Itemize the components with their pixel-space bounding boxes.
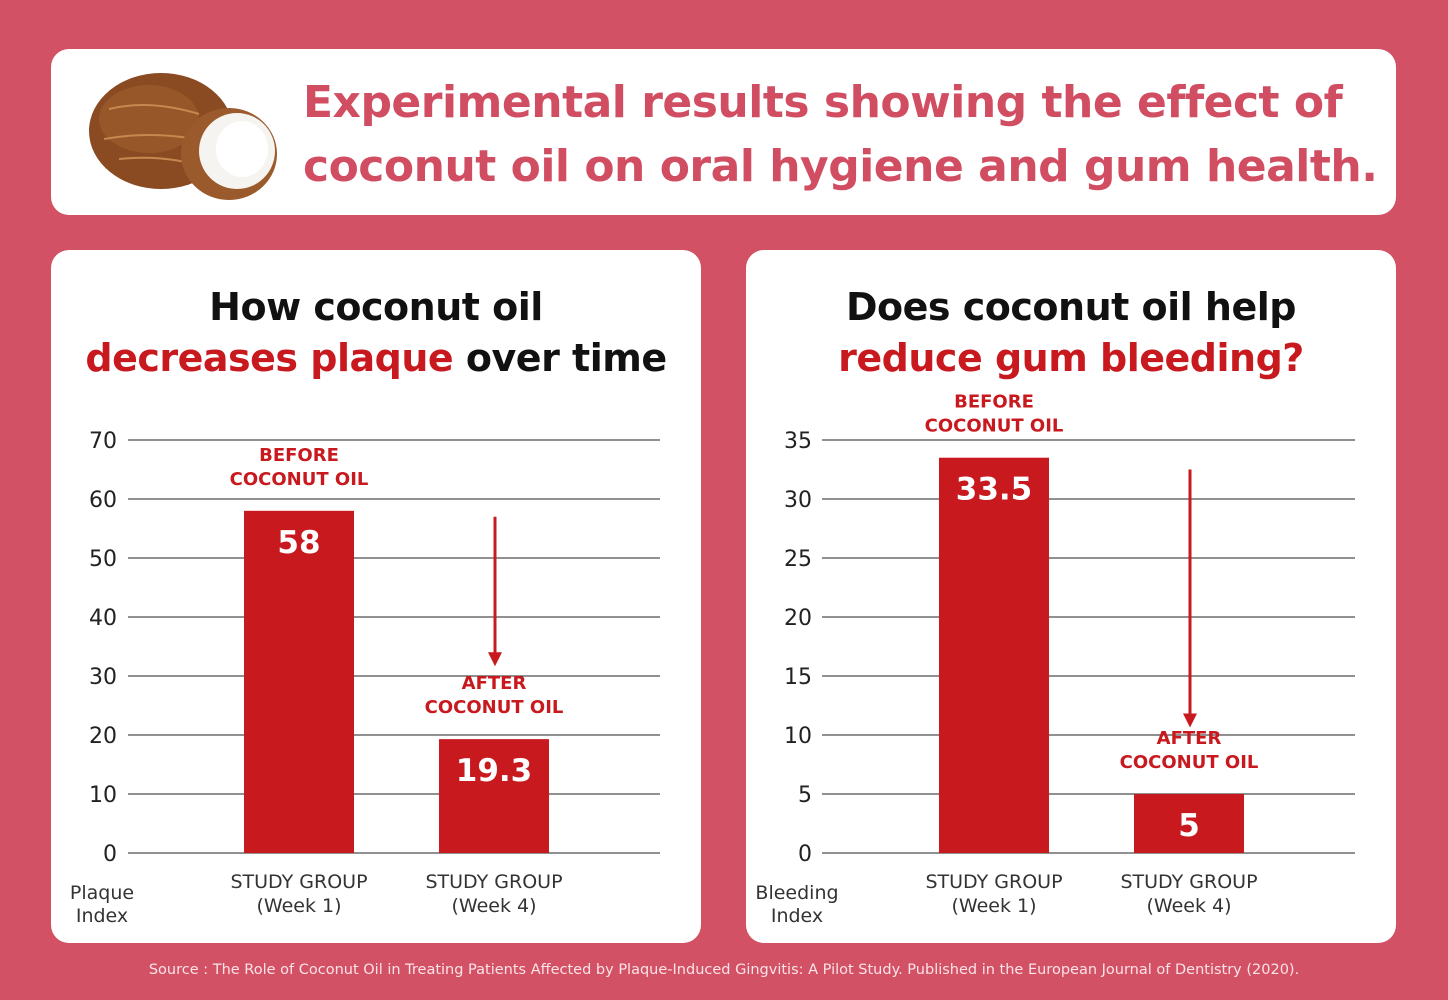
- bar-annotation: COCONUT OIL: [230, 469, 369, 490]
- bar-value-label: 5: [1178, 808, 1200, 844]
- y-tick-label: 20: [784, 606, 812, 631]
- bar-annotation: COCONUT OIL: [1120, 752, 1259, 773]
- title-line-2: coconut oil on oral hygiene and gum heal…: [303, 141, 1378, 192]
- bar: [244, 510, 354, 853]
- bar-annotation: COCONUT OIL: [425, 697, 564, 718]
- chart-title-line-1: How coconut oil: [209, 285, 543, 329]
- bar-annotation: AFTER: [462, 673, 527, 694]
- x-tick-label: STUDY GROUP: [230, 871, 367, 893]
- y-tick-label: 0: [103, 842, 117, 867]
- chart-title-rest: over time: [453, 336, 667, 380]
- bar: [939, 457, 1049, 853]
- x-tick-label: STUDY GROUP: [1120, 871, 1257, 893]
- chart-title-highlight: reduce gum bleeding?: [838, 336, 1304, 380]
- coconut-image: [89, 73, 277, 200]
- y-tick-label: 60: [89, 488, 117, 513]
- y-tick-label: 10: [89, 783, 117, 808]
- header-card: Experimental results showing the effect …: [51, 49, 1396, 215]
- y-tick-label: 50: [89, 547, 117, 572]
- bar-annotation: BEFORE: [259, 445, 339, 466]
- chart-title-highlight: decreases plaque: [85, 336, 454, 380]
- bar-value-label: 33.5: [956, 472, 1033, 508]
- y-tick-label: 70: [89, 429, 117, 454]
- bleeding-chart-panel: Does coconut oil help reduce gum bleedin…: [746, 250, 1396, 943]
- page-title: Experimental results showing the effect …: [303, 71, 1383, 199]
- arrow-head-icon: [1183, 713, 1197, 728]
- y-tick-label: 5: [798, 783, 812, 808]
- y-tick-label: 0: [798, 842, 812, 867]
- y-tick-label: 10: [784, 724, 812, 749]
- chart-title: How coconut oil decreases plaque over ti…: [51, 282, 701, 384]
- source-citation: Source : The Role of Coconut Oil in Trea…: [148, 962, 1300, 978]
- y-tick-label: 30: [784, 488, 812, 513]
- bar-annotation: BEFORE: [954, 392, 1034, 413]
- bar-annotation: AFTER: [1157, 728, 1222, 749]
- x-tick-label: STUDY GROUP: [425, 871, 562, 893]
- y-tick-label: 15: [784, 665, 812, 690]
- chart-title-line-2: reduce gum bleeding?: [746, 333, 1396, 384]
- y-axis-label: Bleeding: [755, 882, 838, 904]
- bar-value-label: 58: [277, 525, 320, 561]
- y-axis-label: Plaque: [70, 882, 134, 904]
- bar: [1134, 794, 1244, 853]
- y-axis-label: Index: [771, 905, 823, 927]
- y-tick-label: 30: [89, 665, 117, 690]
- plaque-chart-panel: How coconut oil decreases plaque over ti…: [51, 250, 701, 943]
- title-line-1: Experimental results showing the effect …: [303, 77, 1343, 128]
- chart-title-line-1: Does coconut oil help: [846, 285, 1296, 329]
- arrow-head-icon: [488, 652, 502, 667]
- bar-annotation: COCONUT OIL: [925, 416, 1064, 437]
- chart-title-line-2: decreases plaque over time: [51, 333, 701, 384]
- y-axis-label: Index: [76, 905, 128, 927]
- y-tick-label: 25: [784, 547, 812, 572]
- y-tick-label: 20: [89, 724, 117, 749]
- y-tick-label: 35: [784, 429, 812, 454]
- y-tick-label: 40: [89, 606, 117, 631]
- x-tick-label: STUDY GROUP: [925, 871, 1062, 893]
- x-tick-label: (Week 4): [1146, 895, 1231, 917]
- chart-title: Does coconut oil help reduce gum bleedin…: [746, 282, 1396, 384]
- bar: [439, 739, 549, 853]
- x-tick-label: (Week 1): [951, 895, 1036, 917]
- bar-value-label: 19.3: [456, 753, 533, 789]
- x-tick-label: (Week 1): [256, 895, 341, 917]
- x-tick-label: (Week 4): [451, 895, 536, 917]
